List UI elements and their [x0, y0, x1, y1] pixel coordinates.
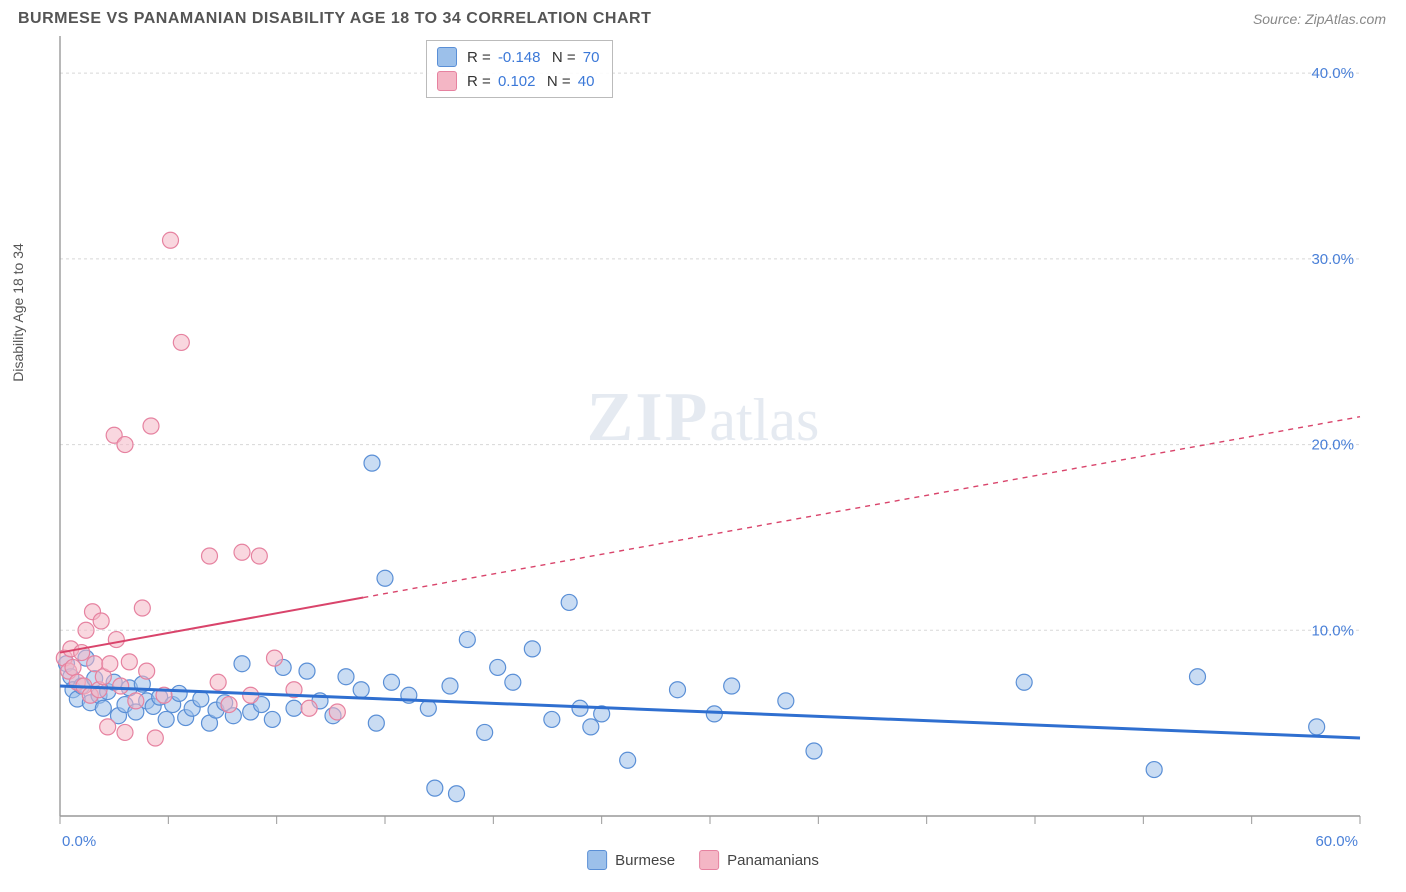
chart-title: BURMESE VS PANAMANIAN DISABILITY AGE 18 …	[18, 10, 651, 28]
data-point	[299, 663, 315, 679]
data-point	[477, 724, 493, 740]
stats-row: R = -0.148 N = 70	[437, 45, 602, 69]
data-point	[264, 711, 280, 727]
svg-text:10.0%: 10.0%	[1311, 622, 1354, 639]
svg-text:20.0%: 20.0%	[1311, 437, 1354, 454]
data-point	[778, 693, 794, 709]
data-point	[143, 418, 159, 434]
data-point	[171, 685, 187, 701]
data-point	[221, 697, 237, 713]
data-point	[1016, 674, 1032, 690]
data-point	[427, 780, 443, 796]
data-point	[459, 632, 475, 648]
header: BURMESE VS PANAMANIAN DISABILITY AGE 18 …	[0, 0, 1406, 36]
data-point	[65, 659, 81, 675]
stats-legend: R = -0.148 N = 70R = 0.102 N = 40	[426, 40, 613, 98]
data-point	[117, 437, 133, 453]
legend-item: Burmese	[587, 850, 675, 870]
data-point	[806, 743, 822, 759]
trend-line-extrapolated	[363, 417, 1360, 598]
data-point	[100, 719, 116, 735]
data-point	[1309, 719, 1325, 735]
data-point	[353, 682, 369, 698]
data-point	[384, 674, 400, 690]
series-legend: Burmese Panamanians	[587, 850, 819, 870]
data-point	[505, 674, 521, 690]
data-point	[561, 594, 577, 610]
data-point	[286, 700, 302, 716]
svg-text:60.0%: 60.0%	[1315, 833, 1358, 850]
data-point	[524, 641, 540, 657]
data-point	[121, 654, 137, 670]
data-point	[420, 700, 436, 716]
data-point	[102, 656, 118, 672]
chart-area: Disability Age 18 to 34 10.0%20.0%30.0%4…	[20, 36, 1386, 866]
data-point	[117, 724, 133, 740]
data-point	[449, 786, 465, 802]
data-point	[78, 622, 94, 638]
data-point	[202, 548, 218, 564]
data-point	[1190, 669, 1206, 685]
data-point	[139, 663, 155, 679]
data-point	[251, 548, 267, 564]
y-axis-label: Disability Age 18 to 34	[10, 243, 26, 382]
data-point	[364, 455, 380, 471]
source-label: Source: ZipAtlas.com	[1253, 11, 1386, 27]
data-point	[234, 656, 250, 672]
data-point	[442, 678, 458, 694]
data-point	[670, 682, 686, 698]
data-point	[93, 613, 109, 629]
data-point	[173, 334, 189, 350]
data-point	[724, 678, 740, 694]
data-point	[134, 600, 150, 616]
svg-text:0.0%: 0.0%	[62, 833, 96, 850]
scatter-plot: 10.0% 20.0% 30.0% 40.0% 0.0% 60.0%	[20, 36, 1386, 866]
data-point	[368, 715, 384, 731]
data-point	[490, 659, 506, 675]
data-point	[158, 711, 174, 727]
data-point	[210, 674, 226, 690]
data-point	[113, 678, 129, 694]
data-point	[95, 700, 111, 716]
data-point	[301, 700, 317, 716]
data-point	[163, 232, 179, 248]
legend-item: Panamanians	[699, 850, 819, 870]
data-point	[234, 544, 250, 560]
data-point	[147, 730, 163, 746]
data-point	[1146, 762, 1162, 778]
data-point	[338, 669, 354, 685]
data-point	[620, 752, 636, 768]
data-point	[128, 693, 144, 709]
data-point	[377, 570, 393, 586]
stats-row: R = 0.102 N = 40	[437, 69, 602, 93]
data-point	[193, 691, 209, 707]
data-point	[329, 704, 345, 720]
data-point	[583, 719, 599, 735]
data-point	[267, 650, 283, 666]
data-point	[108, 632, 124, 648]
data-point	[544, 711, 560, 727]
svg-text:40.0%: 40.0%	[1311, 65, 1354, 82]
svg-text:30.0%: 30.0%	[1311, 251, 1354, 268]
